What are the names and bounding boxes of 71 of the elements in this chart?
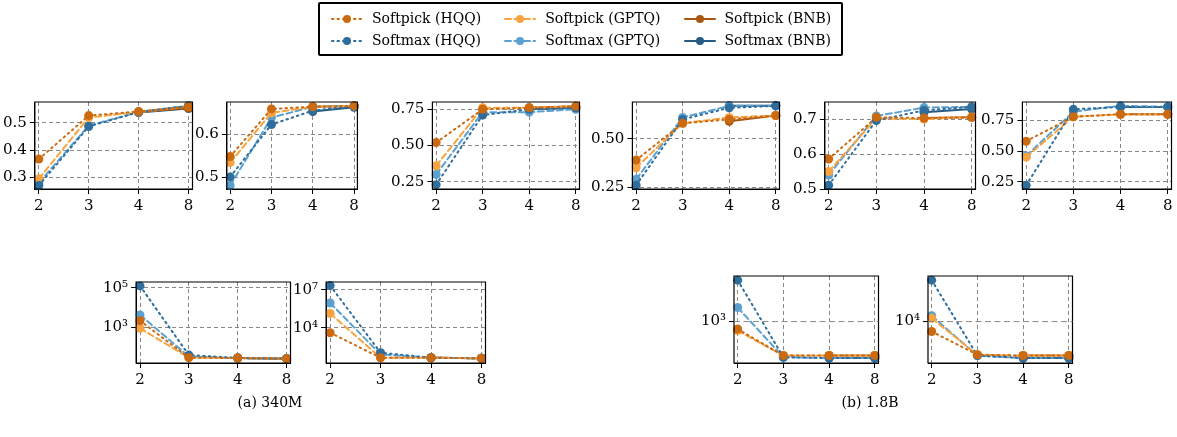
x-tick-label: 3 xyxy=(677,195,688,214)
x-tick-label: 4 xyxy=(724,195,734,214)
y-tick-label: 0.5 xyxy=(195,167,219,186)
y-tick-label: 0.6 xyxy=(793,143,817,162)
x-tick-label: 2 xyxy=(431,195,441,214)
x-tick-label: 4 xyxy=(1018,369,1028,388)
x-tick-label: 8 xyxy=(1162,195,1173,214)
y-tick-label: 10⁵ xyxy=(102,277,129,296)
point xyxy=(266,120,276,130)
x-tick-label: 2 xyxy=(732,369,743,388)
x-tick-label: 4 xyxy=(524,195,534,214)
x-tick-label: 4 xyxy=(824,369,834,388)
y-tick-label: 0.5 xyxy=(793,178,817,197)
x-tick-label: 4 xyxy=(919,195,929,214)
x-tick-label: 4 xyxy=(426,369,436,388)
text: 10⁴ xyxy=(894,311,920,330)
x-tick-label: 8 xyxy=(1064,369,1074,388)
x-tick-label: 3 xyxy=(266,195,277,214)
x-tick-label: 8 xyxy=(476,369,487,388)
x-tick-label: 2 xyxy=(135,369,145,388)
x-tick-label: 3 xyxy=(184,369,194,388)
y-tick-label: 0.7 xyxy=(793,109,817,128)
x-tick-label: 2 xyxy=(1021,195,1031,214)
x-tick-label: 8 xyxy=(349,195,359,214)
x-tick-label: 4 xyxy=(1115,195,1126,214)
x-tick-label: 2 xyxy=(926,369,937,388)
y-tick-label: 0.50 xyxy=(590,128,625,147)
legend-label: Softmax (BNB) xyxy=(724,32,832,48)
x-tick-label: 2 xyxy=(34,195,44,214)
text: 10³ xyxy=(700,311,726,330)
y-tick-label: 0.75 xyxy=(390,99,425,118)
legend-label: Softmax (HQQ) xyxy=(372,32,481,48)
y-tick-label: 0.4 xyxy=(3,140,27,159)
x-tick-label: 8 xyxy=(870,369,880,388)
y-tick-label: 0.50 xyxy=(980,140,1015,159)
x-tick-label: 8 xyxy=(281,369,292,388)
x-tick-label: 2 xyxy=(631,195,641,214)
x-tick-label: 3 xyxy=(778,369,789,388)
y-tick-label: 0.25 xyxy=(390,171,425,190)
x-tick-label: 4 xyxy=(308,195,318,214)
x-tick-label: 8 xyxy=(966,195,977,214)
x-tick-label: 3 xyxy=(1068,195,1079,214)
y-tick-label: 0.50 xyxy=(390,135,425,154)
y-tick-label: 0.75 xyxy=(980,110,1015,129)
text: (a) 340M xyxy=(236,394,304,410)
legend-label: Softmax (GPTQ) xyxy=(545,32,661,48)
y-tick-label: 0.5 xyxy=(3,112,27,131)
x-tick-label: 2 xyxy=(325,369,335,388)
x-tick-label: 8 xyxy=(183,195,194,214)
x-tick-label: 4 xyxy=(133,195,144,214)
y-tick-label: 0.25 xyxy=(590,176,625,195)
x-tick-label: 2 xyxy=(225,195,235,214)
y-tick-label: 0.3 xyxy=(3,167,27,186)
legend-label: Softpick (GPTQ) xyxy=(545,10,661,26)
y-tick-label: 10⁷ xyxy=(292,279,319,298)
x-tick-label: 8 xyxy=(771,195,781,214)
legend-label: Softpick (HQQ) xyxy=(372,10,482,26)
point xyxy=(266,104,276,114)
x-tick-label: 3 xyxy=(83,195,94,214)
legend-label: Softpick (BNB) xyxy=(724,10,832,26)
x-tick-label: 3 xyxy=(972,369,983,388)
point xyxy=(1021,136,1031,146)
x-tick-label: 3 xyxy=(375,369,386,388)
x-tick-label: 3 xyxy=(477,195,488,214)
x-tick-label: 3 xyxy=(871,195,882,214)
text: (b) 1.8B xyxy=(840,394,900,410)
y-tick-label: 0.6 xyxy=(195,123,219,142)
x-tick-label: 2 xyxy=(823,195,834,214)
x-tick-label: 4 xyxy=(232,369,243,388)
y-tick-label: 0.25 xyxy=(980,171,1015,190)
x-tick-label: 8 xyxy=(571,195,581,214)
